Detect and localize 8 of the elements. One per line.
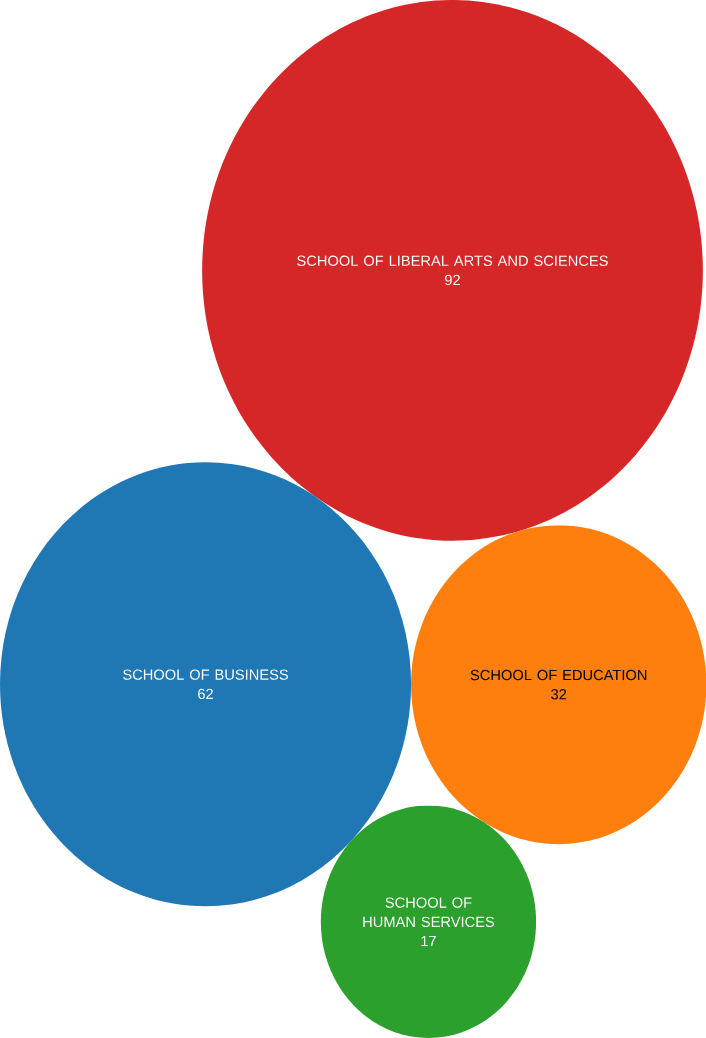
category-label: SCHOOL OF EDUCATION (470, 669, 647, 681)
data-label: 32 (550, 689, 566, 700)
data-label: 62 (197, 688, 213, 700)
category-label: SCHOOL OF BUSINESS (122, 669, 288, 680)
category-label: SCHOOL OF LIBERAL ARTS AND SCIENCES (296, 255, 608, 266)
category-label: SCHOOL OF HUMAN SERVICES (363, 897, 494, 928)
data-label: 17 (421, 936, 436, 947)
data-label: 92 (444, 274, 460, 286)
